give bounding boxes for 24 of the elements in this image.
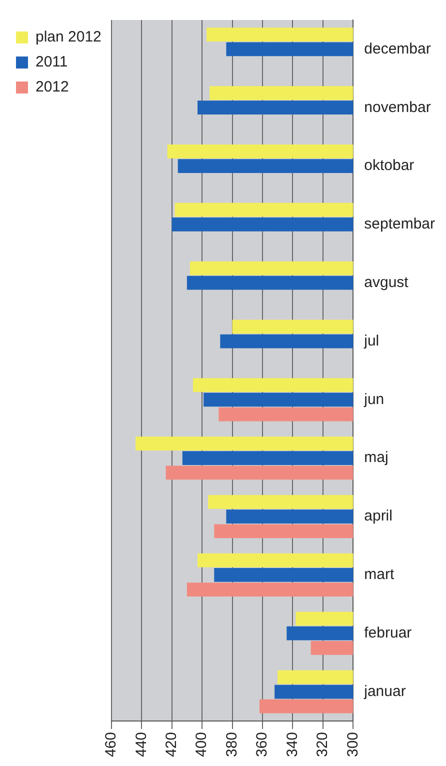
x-tick-label: 440 bbox=[132, 732, 150, 758]
y-tick-label: februar bbox=[364, 624, 412, 642]
y-tick-label: maj bbox=[364, 449, 388, 466]
y-tick-label: jun bbox=[363, 390, 384, 408]
y-tick-label: septembar bbox=[364, 216, 436, 233]
x-tick-label: 380 bbox=[223, 732, 240, 758]
y-tick-label: decembar bbox=[364, 40, 431, 58]
x-tick-label: 320 bbox=[314, 732, 332, 758]
y-tick-label: oktobar bbox=[364, 157, 414, 174]
x-tick-label: 360 bbox=[254, 732, 271, 758]
x-tick-label: 340 bbox=[284, 732, 301, 758]
x-tick-label: 460 bbox=[102, 732, 120, 758]
legend-label: 2011 bbox=[36, 54, 68, 71]
y-tick-label: novembar bbox=[364, 98, 431, 116]
x-tick-label: 300 bbox=[344, 732, 362, 758]
legend-label: plan 2012 bbox=[36, 28, 102, 46]
y-tick-label: januar bbox=[363, 682, 406, 700]
y-tick-label: april bbox=[364, 508, 392, 525]
x-tick-label: 420 bbox=[162, 732, 180, 758]
legend-label: 2012 bbox=[36, 78, 69, 96]
y-tick-label: avgust bbox=[364, 274, 410, 292]
y-tick-label: mart bbox=[364, 566, 395, 584]
y-tick-label: jul bbox=[363, 332, 380, 350]
x-tick-label: 400 bbox=[193, 732, 210, 758]
